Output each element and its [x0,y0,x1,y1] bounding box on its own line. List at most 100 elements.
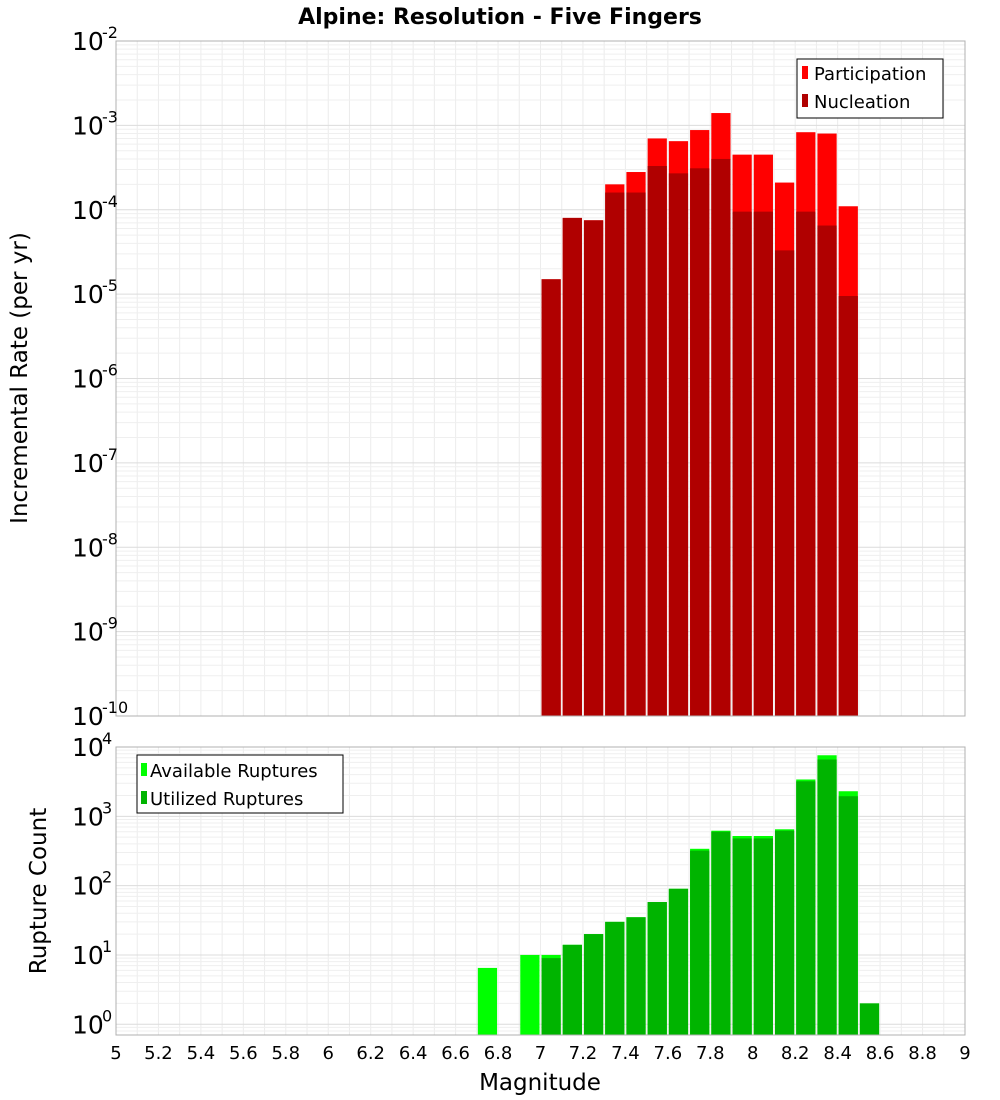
bar-nucleation [711,158,731,717]
x-tick-label: 7.6 [654,1043,683,1064]
x-axis-label: Magnitude [479,1070,601,1096]
x-tick-label: 5.4 [187,1043,216,1064]
bottom-legend: Available Ruptures Utilized Ruptures [136,754,344,814]
bar-utilized-ruptures [562,944,582,1035]
bottom-y-tick-exponent: 3 [102,798,112,817]
top-gridlines [115,40,966,717]
x-tick-label: 5.8 [271,1043,300,1064]
x-tick-label: 8.6 [866,1043,895,1064]
top-bars [541,113,858,717]
bar-nucleation [753,211,773,716]
legend-label-utilized: Utilized Ruptures [150,789,303,810]
top-y-tick-exponent: -6 [102,361,118,380]
bar-nucleation [774,250,795,717]
bar-utilized-ruptures [774,830,795,1035]
x-tick-label: 6 [323,1043,334,1064]
bottom-plot-frame [115,746,966,1036]
legend-label-available: Available Ruptures [150,761,318,782]
bar-utilized-ruptures [859,1003,880,1035]
top-y-tick-base: 10 [72,111,104,140]
chart-title: Alpine: Resolution - Five Fingers [298,5,702,30]
bar-nucleation [732,211,752,716]
x-tick-label: 8.8 [908,1043,937,1064]
x-tick-label: 8.2 [781,1043,810,1064]
legend-swatch-participation [802,66,808,79]
bottom-y-tick-base: 10 [72,1010,104,1039]
x-tick-labels: 5 5.2 5.4 5.6 5.8 6 6.2 6.4 6.6 6.8 7 7.2 7.4 7.6 7.8 8… [110,1043,970,1064]
top-y-tick-base: 10 [72,27,104,56]
bar-nucleation [583,220,604,717]
bar-utilized-ruptures [732,838,752,1035]
x-tick-label: 7.4 [611,1043,640,1064]
bottom-y-tick-exponent: 2 [102,868,112,887]
legend-swatch-nucleation [802,94,808,107]
bar-nucleation [541,279,561,716]
x-tick-label: 5.6 [229,1043,258,1064]
top-y-tick-base: 10 [72,280,104,309]
bottom-gridlines [115,746,966,1036]
top-y-tick-exponent: -8 [102,529,118,548]
bottom-y-tick-base: 10 [72,872,104,901]
bar-nucleation [690,168,710,716]
bottom-bars [477,755,880,1035]
bar-utilized-ruptures [583,934,604,1035]
bottom-y-tick-base: 10 [72,733,104,762]
bar-nucleation [668,173,689,716]
bar-utilized-ruptures [605,921,625,1035]
top-y-tick-exponent: -5 [102,276,118,295]
x-tick-label: 6.8 [484,1043,513,1064]
bar-nucleation [838,296,858,716]
top-legend: Participation Nucleation [796,58,944,119]
top-y-tick-base: 10 [72,365,104,394]
top-y-tick-exponent: -3 [102,107,118,126]
bar-available-ruptures [477,967,498,1035]
bottom-legend-box [136,754,344,814]
x-tick-label: 7.8 [696,1043,725,1064]
bar-utilized-ruptures [796,781,816,1035]
legend-swatch-utilized [141,791,147,804]
bar-utilized-ruptures [753,838,773,1035]
bottom-y-tick-exponent: 1 [102,937,112,956]
bar-utilized-ruptures [817,759,837,1035]
top-plot-frame [115,40,966,717]
legend-label-participation: Participation [814,64,926,85]
top-y-tick-exponent: -2 [102,23,118,42]
x-tick-label: 5.2 [144,1043,173,1064]
bar-nucleation [647,166,667,717]
bottom-y-tick-base: 10 [72,941,104,970]
bar-nucleation [605,192,625,717]
bar-utilized-ruptures [541,958,561,1035]
top-y-tick-base: 10 [72,449,104,478]
bar-utilized-ruptures [690,850,710,1035]
top-y-tick-exponent: -10 [102,698,128,717]
top-y-tick-base: 10 [72,196,104,225]
top-y-tick-exponent: -7 [102,445,118,464]
bottom-y-tick-exponent: 4 [102,729,112,748]
x-tick-label: 7 [535,1043,546,1064]
bar-utilized-ruptures [838,796,858,1035]
top-y-axis-label: Incremental Rate (per yr) [7,232,33,524]
bottom-y-axis-label: Rupture Count [26,808,52,974]
legend-swatch-available [141,763,147,776]
bar-available-ruptures [520,954,540,1035]
x-tick-label: 9 [959,1043,970,1064]
bottom-y-tick-base: 10 [72,802,104,831]
x-tick-label: 8.4 [823,1043,852,1064]
x-tick-label: 6.4 [399,1043,428,1064]
bar-utilized-ruptures [711,831,731,1035]
top-y-tick-exponent: -4 [102,192,118,211]
bar-nucleation [562,217,582,716]
top-legend-box [796,58,944,119]
bar-utilized-ruptures [668,888,689,1035]
x-tick-label: 6.2 [356,1043,385,1064]
top-y-tick-base: 10 [72,618,104,647]
bottom-y-tick-exponent: 0 [102,1006,112,1025]
bar-utilized-ruptures [647,902,667,1035]
bar-utilized-ruptures [626,917,646,1035]
legend-label-nucleation: Nucleation [814,92,910,113]
top-y-tick-exponent: -9 [102,614,118,633]
top-y-tick-base: 10 [72,702,104,731]
